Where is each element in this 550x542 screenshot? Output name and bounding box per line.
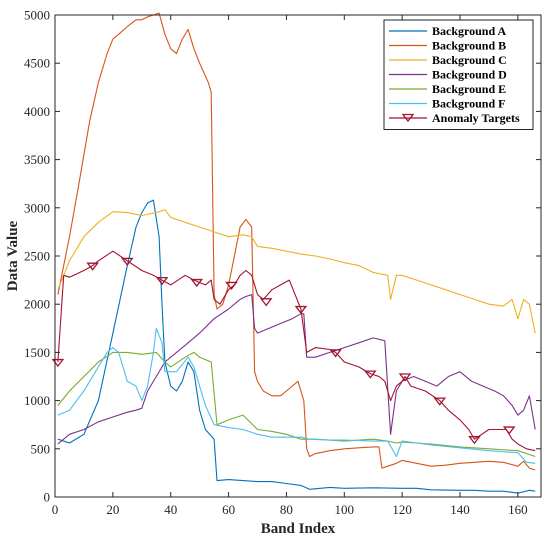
legend-label-background-c: Background C	[432, 53, 507, 67]
x-axis-ticks: 0 20 40 60 80 100 120 140 160	[52, 15, 528, 517]
x-tick-label: 80	[280, 502, 293, 517]
x-tick-label: 20	[106, 502, 119, 517]
y-tick-label: 3500	[24, 152, 50, 167]
y-axis-ticks: 0 500 1000 1500 2000 2500 3000 3500 4000 4500 5000	[24, 8, 541, 505]
y-axis-label: Data Value	[5, 220, 21, 291]
x-tick-label: 100	[335, 502, 355, 517]
y-tick-label: 500	[31, 441, 51, 456]
marker-layer	[51, 257, 516, 445]
y-tick-label: 4500	[24, 56, 50, 71]
x-tick-label: 160	[508, 502, 528, 517]
legend-label-anomaly-targets: Anomaly Targets	[432, 111, 520, 125]
y-tick-label: 3000	[24, 200, 50, 215]
series-layer	[57, 12, 536, 494]
anomaly-marker	[398, 373, 412, 382]
x-tick-label: 40	[164, 502, 177, 517]
legend-marker-anomaly-targets	[401, 113, 415, 123]
anomaly-marker	[433, 397, 447, 406]
legend-label-background-a: Background A	[432, 24, 506, 38]
series-line-background-d	[57, 294, 536, 445]
series-line-anomaly-targets	[57, 250, 536, 452]
anomaly-marker	[259, 298, 273, 307]
y-tick-label: 5000	[24, 8, 50, 23]
y-tick-label: 2500	[24, 249, 50, 264]
legend-label-background-f: Background F	[432, 97, 505, 111]
series-line-background-c	[57, 209, 536, 334]
y-tick-label: 0	[44, 490, 51, 505]
x-tick-label: 140	[450, 502, 470, 517]
legend-label-background-d: Background D	[432, 68, 507, 82]
anomaly-marker	[364, 370, 377, 379]
y-tick-label: 2000	[24, 297, 50, 312]
anomaly-marker	[294, 305, 308, 315]
anomaly-marker	[121, 257, 134, 266]
x-tick-label: 60	[222, 502, 235, 517]
legend-label-background-e: Background E	[432, 82, 506, 96]
series-line-background-b	[57, 12, 536, 471]
anomaly-marker	[225, 281, 238, 291]
anomaly-marker	[468, 436, 481, 445]
x-axis-label: Band Index	[261, 521, 336, 537]
y-tick-label: 1500	[24, 345, 50, 360]
y-tick-label: 1000	[24, 393, 50, 408]
anomaly-marker	[329, 349, 342, 358]
x-tick-label: 0	[52, 502, 59, 517]
x-tick-label: 120	[392, 502, 412, 517]
anomaly-marker	[155, 276, 169, 286]
anomaly-marker	[502, 426, 516, 435]
anomaly-marker	[86, 262, 99, 271]
series-line-background-f	[57, 327, 536, 464]
y-tick-label: 4000	[24, 104, 50, 119]
legend-label-background-b: Background B	[432, 39, 506, 53]
anomaly-marker	[190, 278, 204, 288]
